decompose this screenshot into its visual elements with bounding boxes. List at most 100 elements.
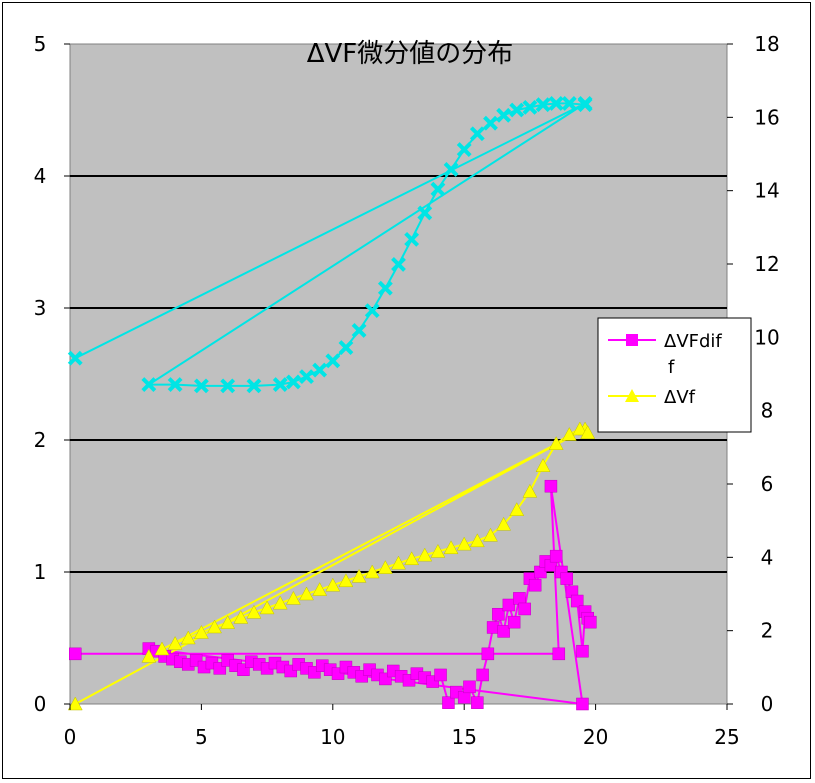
series-0-point (513, 592, 526, 605)
series-1-point (364, 564, 380, 579)
series-2-point (325, 353, 341, 369)
series-0-point (476, 668, 489, 682)
series-1-point (299, 586, 314, 601)
series-0-point (471, 696, 484, 709)
series-1-point (259, 600, 275, 615)
series-1-point (535, 458, 551, 472)
series-1-point (377, 560, 393, 574)
legend-marker (626, 334, 638, 346)
series-2-point (391, 257, 406, 272)
series-2-point (141, 377, 157, 392)
series-2-point (246, 378, 262, 394)
x-tick-label: 0 (64, 725, 77, 749)
series-1-point (246, 604, 262, 619)
x-tick-label: 25 (714, 725, 739, 749)
series-1-point (509, 502, 525, 516)
y-tick-label: 1 (34, 560, 47, 584)
series-1-point (580, 425, 596, 439)
y2-tick-label: 14 (754, 179, 779, 203)
series-1-point (272, 595, 288, 610)
grid-lines (70, 175, 727, 573)
series-1-point (180, 630, 196, 645)
series-2-point (193, 378, 209, 394)
series-1-point (469, 533, 485, 548)
series-0-point (502, 598, 516, 612)
series-2-point (577, 97, 593, 113)
legend-marker (625, 389, 639, 402)
series-2-point (469, 126, 485, 142)
series-1-point (417, 547, 433, 562)
x-tick-label: 10 (320, 725, 345, 749)
series-0-point (507, 615, 521, 629)
series-1-point (430, 543, 446, 558)
series-0-point (576, 644, 589, 658)
series-2-point (299, 369, 314, 385)
series-2-point (312, 362, 328, 378)
series-0-point (528, 578, 542, 592)
series-2-point (496, 107, 512, 123)
series-1-point (391, 555, 406, 570)
series-2-point (522, 99, 538, 115)
y2-tick-label: 12 (754, 252, 779, 276)
series-0-point (481, 647, 495, 661)
series-1-point (456, 536, 472, 551)
series-1-point (141, 648, 157, 663)
y-tick-label: 4 (34, 164, 47, 188)
y2-tick-label: 10 (754, 325, 779, 349)
series-2-point (483, 115, 498, 131)
y2-tick-label: 16 (754, 105, 779, 129)
y2-tick-label: 2 (761, 619, 774, 643)
series-0-point (576, 697, 589, 711)
y-tick-label: 5 (34, 32, 47, 56)
series-1-point (548, 436, 564, 450)
series-0-point (434, 668, 447, 682)
series-1-point (338, 573, 354, 588)
series-1-point (483, 527, 498, 542)
series-2-point (351, 323, 367, 338)
series-2-point (443, 161, 459, 177)
y-tick-label: 2 (34, 428, 47, 452)
series-0-point (486, 621, 500, 634)
y2-tick-label: 18 (754, 32, 779, 56)
series-1-point (325, 577, 341, 592)
series-1-point (193, 624, 209, 639)
legend-box (597, 317, 752, 433)
series-2-point (272, 377, 288, 392)
series-0-point (549, 549, 563, 563)
series-0-point (544, 479, 558, 493)
series-2-point (220, 378, 236, 394)
series-2-point (364, 303, 380, 319)
series-0-point (497, 625, 510, 638)
series-1-point (404, 551, 420, 566)
series-0-point (463, 680, 476, 694)
series-0-point (457, 691, 471, 704)
series-0-point (552, 647, 566, 661)
series-1-point (561, 426, 577, 441)
series-0-point (584, 615, 597, 629)
series-0-point (518, 602, 531, 616)
series-1-point (233, 609, 249, 624)
series-2-point (417, 205, 433, 221)
y2-tick-label: 0 (761, 692, 774, 716)
series-2-point (535, 97, 551, 113)
y2-tick-label: 8 (761, 399, 774, 423)
y2-tick-label: 6 (761, 472, 774, 496)
series-2-point (67, 350, 83, 366)
series-2-point (404, 231, 420, 247)
x-tick-label: 15 (451, 725, 476, 749)
legend-label: ΔVf (664, 387, 696, 408)
series-0-point (570, 594, 584, 608)
series-markers (67, 95, 597, 711)
series-1-point (572, 421, 588, 436)
x-tick-label: 5 (195, 725, 208, 749)
series-1-point (351, 568, 367, 583)
series-1-point (443, 540, 459, 555)
legend-label: ΔVFdif (664, 331, 722, 352)
series-1-point (154, 641, 170, 656)
series-0-point (534, 565, 547, 579)
series-2-point (285, 374, 301, 390)
series-0-point (442, 696, 455, 709)
series-2-point (338, 340, 354, 356)
